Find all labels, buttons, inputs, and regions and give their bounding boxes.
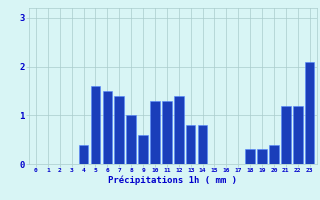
Bar bbox=[150, 101, 160, 164]
Bar bbox=[115, 96, 124, 164]
Bar bbox=[138, 135, 148, 164]
Bar bbox=[174, 96, 183, 164]
Bar bbox=[79, 144, 88, 164]
Bar bbox=[257, 149, 267, 164]
Bar bbox=[305, 62, 315, 164]
X-axis label: Précipitations 1h ( mm ): Précipitations 1h ( mm ) bbox=[108, 176, 237, 185]
Bar bbox=[281, 106, 291, 164]
Bar bbox=[293, 106, 302, 164]
Bar bbox=[91, 86, 100, 164]
Bar bbox=[198, 125, 207, 164]
Bar bbox=[126, 115, 136, 164]
Bar bbox=[103, 91, 112, 164]
Bar bbox=[162, 101, 172, 164]
Bar bbox=[245, 149, 255, 164]
Bar bbox=[186, 125, 196, 164]
Bar bbox=[269, 144, 279, 164]
